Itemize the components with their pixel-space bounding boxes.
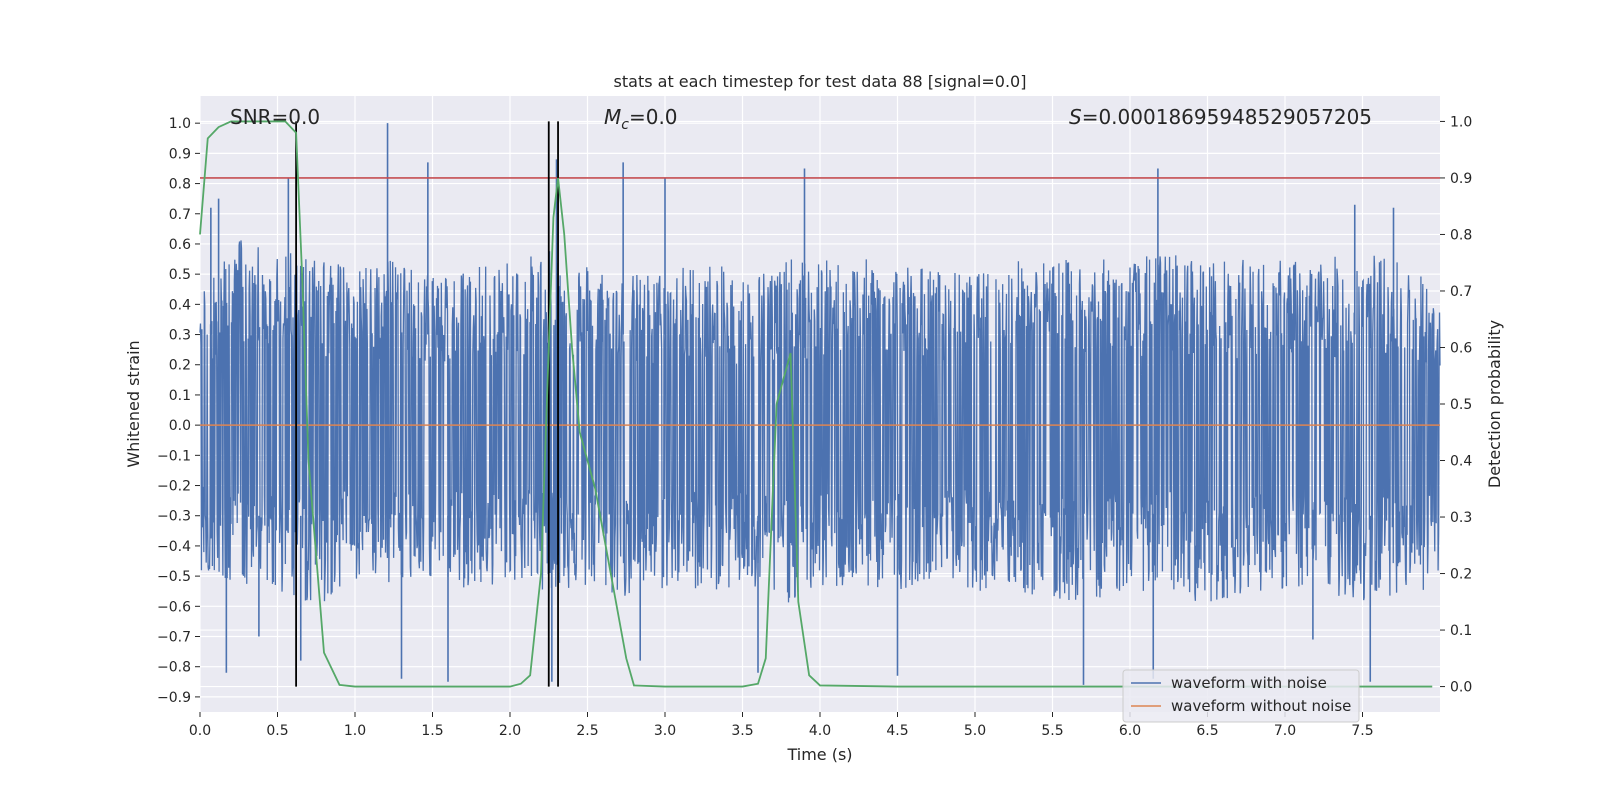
legend-label-clean: waveform without noise xyxy=(1171,697,1351,715)
x-tick-label-2: 1.0 xyxy=(344,723,366,739)
y-tick-label-15: −0.5 xyxy=(157,569,191,585)
y2-tick-label-3: 0.7 xyxy=(1450,284,1472,300)
snr-annotation: SNR=0.0 xyxy=(230,105,320,129)
legend-box xyxy=(1122,669,1360,723)
y2-tick-label-0: 1.0 xyxy=(1450,114,1472,130)
y-tick-label-10: 0.0 xyxy=(169,418,191,434)
x-tick-label-0: 0.0 xyxy=(189,723,211,739)
y-tick-label-1: 0.9 xyxy=(169,146,191,162)
y2-tick-label-5: 0.5 xyxy=(1450,397,1472,413)
y2-tick-label-8: 0.2 xyxy=(1450,567,1472,583)
y2-tick-label-6: 0.4 xyxy=(1450,454,1472,470)
x-axis-ticks: 0.0 0.5 1.0 1.5 2.0 2.5 3.0 3.5 4.0 4.5 5.0 5.5 6.0 6… xyxy=(189,712,1374,739)
x-tick-label-15: 7.5 xyxy=(1351,723,1373,739)
x-axis-label: Time (s) xyxy=(786,745,852,764)
y-tick-label-5: 0.5 xyxy=(169,267,191,283)
x-tick-label-14: 7.0 xyxy=(1274,723,1296,739)
x-tick-label-8: 4.0 xyxy=(809,723,831,739)
y-tick-label-3: 0.7 xyxy=(169,207,191,223)
y-axis-ticks: 1.0 0.9 0.8 0.7 0.6 0.5 0.4 0.3 0.2 0.1 0.0 −0.1 −0.… xyxy=(157,116,200,706)
legend-label-noise: waveform with noise xyxy=(1171,674,1327,692)
y-tick-label-2: 0.8 xyxy=(169,177,191,193)
y2-tick-label-9: 0.1 xyxy=(1450,623,1472,639)
y-tick-label-11: −0.1 xyxy=(157,448,191,464)
y2-axis-ticks: 1.0 0.9 0.8 0.7 0.6 0.5 0.4 0.3 0.2 0.1 0.0 xyxy=(1440,114,1472,696)
y-tick-label-8: 0.2 xyxy=(169,358,191,374)
y-tick-label-0: 1.0 xyxy=(169,116,191,132)
y-axis-label: Whitened strain xyxy=(124,340,143,467)
chirp-mass-annotation: Mc=0.0 xyxy=(604,105,678,133)
y2-axis-label: Detection probability xyxy=(1485,320,1504,488)
y2-tick-label-1: 0.9 xyxy=(1450,171,1472,187)
detection-probability-series xyxy=(199,120,1433,688)
x-tick-label-6: 3.0 xyxy=(654,723,676,739)
chirp-mass-value: =0.0 xyxy=(629,105,678,129)
s-statistic-symbol: S xyxy=(1069,105,1082,129)
y2-tick-label-10: 0.0 xyxy=(1450,680,1472,696)
x-tick-label-3: 1.5 xyxy=(421,723,443,739)
x-tick-label-12: 6.0 xyxy=(1119,723,1141,739)
y-tick-label-7: 0.3 xyxy=(169,328,191,344)
chirp-mass-subscript: c xyxy=(621,117,629,133)
vertical-markers xyxy=(295,121,559,687)
y2-tick-label-2: 0.8 xyxy=(1450,227,1472,243)
x-tick-label-7: 3.5 xyxy=(731,723,753,739)
y-tick-label-14: −0.4 xyxy=(157,539,191,555)
y2-tick-label-4: 0.6 xyxy=(1450,340,1472,356)
x-tick-label-4: 2.0 xyxy=(499,723,521,739)
y-tick-label-4: 0.6 xyxy=(169,237,191,253)
x-tick-label-9: 4.5 xyxy=(886,723,908,739)
y-tick-label-16: −0.6 xyxy=(157,599,191,615)
y2-tick-label-7: 0.3 xyxy=(1450,510,1472,526)
s-statistic-annotation: S=0.00018695948529057205 xyxy=(1069,105,1372,129)
y-tick-label-18: −0.8 xyxy=(157,660,191,676)
detection-probability-line xyxy=(199,120,1433,688)
chirp-mass-symbol: M xyxy=(604,105,621,129)
x-tick-label-10: 5.0 xyxy=(964,723,986,739)
y-tick-label-12: −0.2 xyxy=(157,479,191,495)
x-tick-label-13: 6.5 xyxy=(1196,723,1218,739)
x-tick-label-1: 0.5 xyxy=(266,723,288,739)
s-statistic-value: =0.00018695948529057205 xyxy=(1082,105,1372,129)
y-tick-label-17: −0.7 xyxy=(157,630,191,646)
waveform-with-noise-series xyxy=(199,123,1441,685)
waveform-with-noise-line xyxy=(199,240,1441,603)
y-tick-label-13: −0.3 xyxy=(157,509,191,525)
chart-title: stats at each timestep for test data 88 … xyxy=(614,72,1027,91)
y-tick-label-9: 0.1 xyxy=(169,388,191,404)
x-tick-label-5: 2.5 xyxy=(576,723,598,739)
legend: waveform with noise waveform without noi… xyxy=(1122,669,1360,723)
y-tick-label-6: 0.4 xyxy=(169,297,191,313)
x-tick-label-11: 5.5 xyxy=(1041,723,1063,739)
y-tick-label-19: −0.9 xyxy=(157,690,191,706)
